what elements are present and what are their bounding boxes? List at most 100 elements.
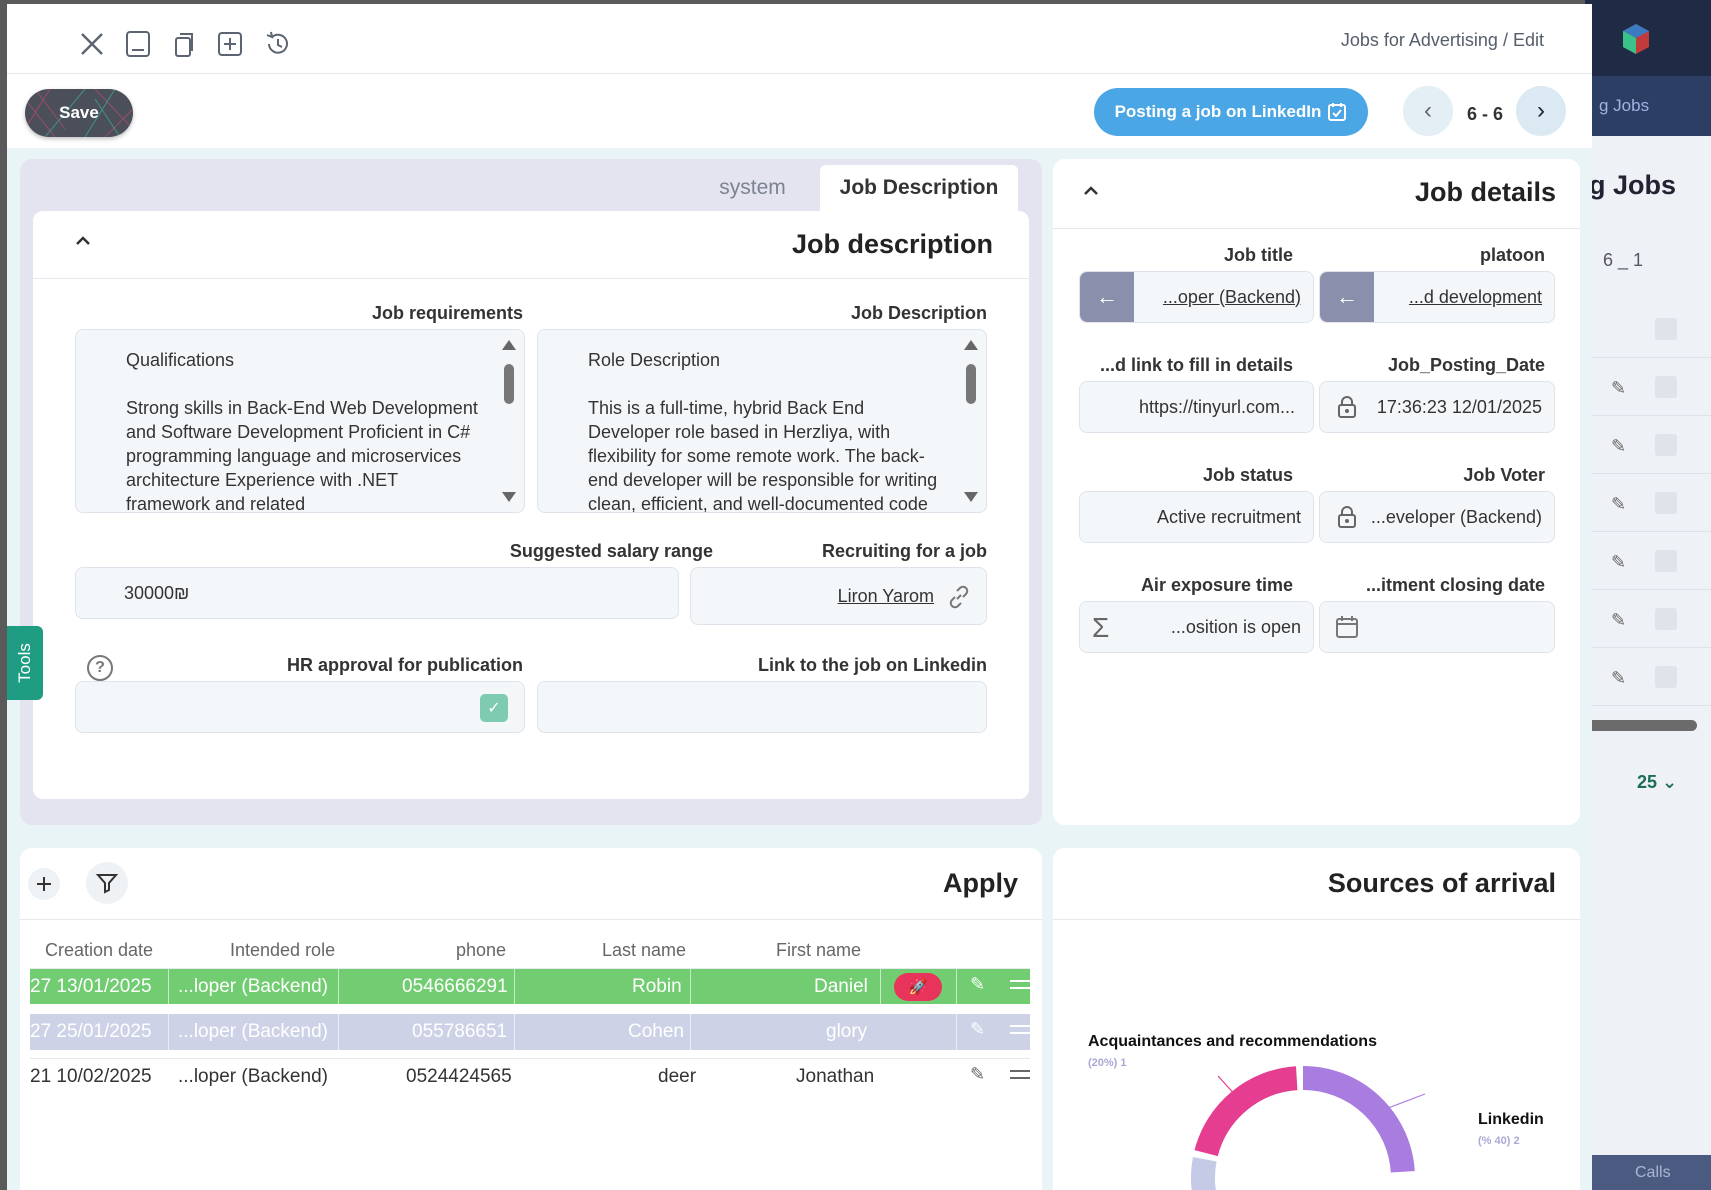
job-details-header: Job details (1053, 159, 1580, 229)
job-description-textarea[interactable]: Role Description This is a full-time, hy… (537, 329, 987, 513)
background-pager: 6 _ 1 (1603, 250, 1644, 270)
apply-panel: Apply Creation date Intended role phone … (20, 848, 1042, 1190)
rocket-icon[interactable]: 🚀 (894, 973, 942, 1001)
job-requirements-textarea[interactable]: Qualifications Strong skills in Back-End… (75, 329, 525, 513)
recruiting-label: Recruiting for a job (821, 541, 987, 561)
breadcrumb-current: Edit (1512, 30, 1544, 50)
chevron-up-icon[interactable] (73, 231, 93, 257)
linkedin-link-input[interactable] (537, 681, 987, 733)
table-row[interactable]: 27 13/01/2025 ...loper (Backend) 0546666… (30, 968, 1030, 1005)
minimize-icon[interactable] (123, 29, 153, 59)
next-record-button[interactable]: › (1516, 86, 1566, 136)
save-button[interactable]: Save (25, 89, 133, 137)
table-row[interactable]: 27 25/01/2025 ...loper (Backend) 0557866… (30, 1014, 1030, 1050)
closing-date-input[interactable] (1319, 601, 1555, 653)
duplicate-icon[interactable] (169, 29, 199, 59)
filter-button[interactable] (86, 862, 128, 904)
pencil-icon[interactable]: ✎ (970, 1064, 986, 1084)
job-description-panel: system Job Description Job description J… (20, 159, 1042, 825)
checkbox-checked[interactable]: ✓ (480, 694, 508, 722)
details-link-input[interactable]: https://tinyurl.com... (1079, 381, 1314, 433)
hr-approval-field: ✓ (75, 681, 525, 733)
air-exposure-field: Σ ...osition is open (1079, 601, 1314, 653)
tab-system[interactable]: system (719, 176, 786, 199)
recruiter-link[interactable]: Liron Yarom (837, 586, 934, 606)
background-nav-item: g Jobs (1585, 76, 1711, 136)
job-status-select[interactable]: Active recruitment (1079, 491, 1314, 543)
calendar-icon[interactable] (1334, 614, 1360, 640)
background-row: ✎ (1585, 358, 1711, 416)
app-logo-icon (1623, 24, 1649, 54)
job-requirements-label: Job requirements (371, 303, 523, 323)
recruiter-field[interactable]: Liron Yarom (690, 567, 987, 625)
tools-tab[interactable]: Tools (7, 626, 43, 700)
scrollbar[interactable] (502, 336, 516, 506)
job-requirements-text: Strong skills in Back-End Web Developmen… (126, 398, 478, 513)
history-icon[interactable] (263, 29, 293, 59)
record-counter: 6 - 6 (1466, 104, 1504, 124)
donut-slice-other (1191, 1157, 1217, 1190)
arrow-left-icon[interactable]: ← (1080, 272, 1134, 322)
column-header[interactable]: Intended role (230, 940, 336, 960)
pencil-icon: ✎ (1611, 494, 1627, 514)
role-description-heading: Role Description (588, 350, 721, 370)
filter-icon (95, 874, 119, 894)
add-applicant-button[interactable] (28, 868, 60, 900)
platoon-field[interactable]: ← ...d development (1319, 271, 1555, 323)
breadcrumb: Jobs for Advertising / Edit (1341, 30, 1544, 51)
edit-modal: Jobs for Advertising / Edit Save Posting… (7, 4, 1592, 1190)
legend-label-acquaintances: Acquaintances and recommendations (1088, 1033, 1377, 1050)
donut-slice-linkedin (1302, 1066, 1415, 1173)
post-linkedin-button[interactable]: Posting a job on LinkedIn (1094, 88, 1368, 136)
linkedin-link-label: Link to the job on Linkedin (758, 655, 987, 675)
arrow-left-icon[interactable]: ← (1320, 272, 1374, 322)
background-row: ✎ (1585, 474, 1711, 532)
sources-donut-chart: Acquaintances and recommendations (20%) 1… (1088, 1033, 1544, 1190)
chevron-right-icon: › (1537, 97, 1545, 124)
details-link-label: ...d link to fill in details (1099, 355, 1293, 375)
plus-icon (37, 877, 51, 891)
qualifications-heading: Qualifications (126, 350, 235, 370)
column-header[interactable]: phone (456, 940, 507, 960)
job-description-text: This is a full-time, hybrid Back End Dev… (588, 398, 938, 513)
row-menu-icon[interactable] (1010, 1020, 1030, 1039)
data-label-acquaintances: (20%) 1 (1088, 1057, 1127, 1069)
job-title-field[interactable]: ← ...oper (Backend) (1079, 271, 1314, 323)
pencil-icon[interactable]: ✎ (970, 974, 986, 994)
salary-input[interactable]: 30000₪ (75, 567, 679, 619)
decoration-pattern (25, 89, 133, 137)
help-icon[interactable]: ? (87, 655, 113, 681)
table-row[interactable]: 21 10/02/2025 ...loper (Backend) 0524424… (30, 1058, 1030, 1094)
pencil-icon: ✎ (1611, 378, 1627, 398)
tab-job-description[interactable]: Job Description (820, 165, 1018, 211)
column-header[interactable]: Creation date (45, 940, 154, 960)
row-menu-icon[interactable] (1010, 975, 1030, 994)
column-header[interactable]: First name (776, 940, 862, 960)
pencil-icon[interactable]: ✎ (970, 1019, 986, 1039)
pencil-icon: ✎ (1611, 436, 1627, 456)
air-exposure-label: Air exposure time (1140, 575, 1293, 595)
job-description-section: Job description Job requirements Job Des… (33, 211, 1029, 799)
job-title-label: Job title (1223, 245, 1293, 265)
background-row: ✎ (1585, 416, 1711, 474)
job-status-label: Job status (1202, 465, 1293, 485)
close-icon[interactable] (77, 29, 107, 59)
row-menu-icon[interactable] (1010, 1065, 1030, 1084)
section-header: Job description (33, 211, 1029, 279)
add-icon[interactable] (215, 29, 245, 59)
background-scrollbar (1585, 720, 1697, 731)
breadcrumb-parent[interactable]: Jobs for Advertising (1340, 30, 1498, 50)
section-title: Job description (791, 229, 993, 259)
job-details-title: Job details (1414, 177, 1556, 207)
platoon-label: platoon (1480, 245, 1545, 265)
calls-bar: Calls (1585, 1155, 1711, 1190)
leader-line-linkedin (1382, 1093, 1426, 1111)
chevron-up-icon[interactable] (1081, 181, 1101, 207)
sources-header: Sources of arrival (1053, 848, 1580, 920)
pencil-icon: ✎ (1611, 552, 1627, 572)
pencil-icon: ✎ (1611, 610, 1627, 630)
scrollbar[interactable] (964, 336, 978, 506)
previous-record-button[interactable]: ‹ (1403, 86, 1453, 136)
donut-slice-acquaintances (1194, 1066, 1298, 1157)
column-header[interactable]: Last name (602, 940, 687, 960)
